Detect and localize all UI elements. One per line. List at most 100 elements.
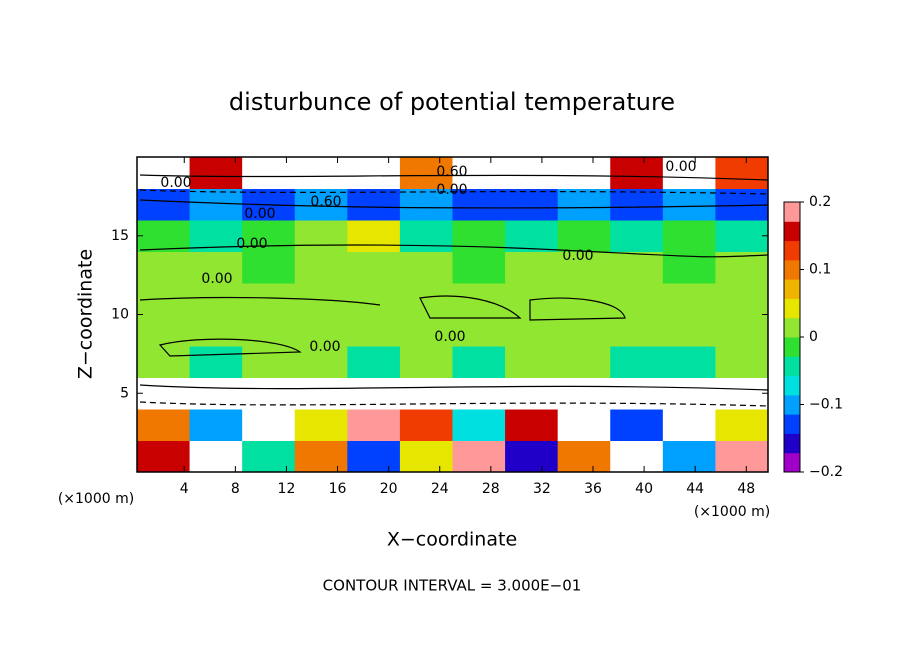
field-cell xyxy=(557,157,611,189)
field-cell xyxy=(715,220,769,252)
field-cell xyxy=(610,314,664,347)
colorbar-swatch xyxy=(784,221,800,242)
field-cell xyxy=(505,188,559,221)
field-cell xyxy=(294,314,348,347)
contour-label: 0.00 xyxy=(434,329,465,345)
field-cell xyxy=(399,409,453,441)
field-cell xyxy=(399,157,453,189)
field-cell xyxy=(347,251,401,284)
field-cell xyxy=(294,251,348,284)
colorbar-swatch xyxy=(784,337,800,357)
contour-label: 0.00 xyxy=(244,206,275,222)
x-tick-label: 48 xyxy=(737,481,755,497)
x-axis-label: X−coordinate xyxy=(387,529,517,551)
contour-label: 0.00 xyxy=(309,339,340,355)
x-tick-label: 44 xyxy=(686,481,704,497)
field-cell xyxy=(347,346,401,378)
field-cell xyxy=(505,251,559,284)
field-cell xyxy=(347,188,401,221)
field-cell xyxy=(399,440,453,473)
colorbar-swatch xyxy=(784,279,800,299)
colorbar-swatch xyxy=(784,452,800,473)
x-units-left: (×1000 m) xyxy=(58,491,134,507)
field-cell xyxy=(662,220,716,252)
colorbar-tick-label: 0.1 xyxy=(809,262,831,278)
field-cell xyxy=(715,157,769,189)
field-cell xyxy=(452,251,506,284)
field-cell xyxy=(242,409,296,441)
field-cell xyxy=(137,346,191,378)
field-cell xyxy=(399,251,453,284)
field-cell xyxy=(715,409,769,441)
field-cell xyxy=(662,409,716,441)
x-tick-label: 32 xyxy=(533,481,551,497)
field-cell xyxy=(505,157,559,189)
overlay: 0.60 0.00 0.00 0.00 0.60 0.00 0.00 0.00 0.00 0.00… xyxy=(139,159,769,407)
colorbar-tick-label: −0.2 xyxy=(809,464,843,480)
colorbar-tick-label: 0 xyxy=(809,329,818,345)
contour-line xyxy=(139,401,769,407)
field-cell xyxy=(610,283,664,315)
field-cell xyxy=(242,346,296,378)
field-cell xyxy=(242,251,296,284)
field-cell xyxy=(137,188,191,221)
y-tick-label: 5 xyxy=(120,385,129,401)
field-cell xyxy=(294,220,348,252)
contour-label: 0.60 xyxy=(436,164,467,180)
field-cell xyxy=(294,157,348,189)
colorbar-swatch xyxy=(784,433,800,454)
field-cell xyxy=(137,314,191,347)
field-cell xyxy=(662,377,716,410)
field-cell xyxy=(662,188,716,221)
field-cell xyxy=(662,283,716,315)
field-cell xyxy=(505,377,559,410)
field-cell xyxy=(242,377,296,410)
field-cell xyxy=(610,377,664,410)
colorbar-swatch xyxy=(784,356,800,377)
field-cell xyxy=(557,377,611,410)
field-cell xyxy=(557,314,611,347)
field-cell xyxy=(557,251,611,284)
field-cell xyxy=(189,409,243,441)
contour-label: 0.00 xyxy=(436,182,467,198)
field-cell xyxy=(557,188,611,221)
contour-line xyxy=(139,189,769,195)
field-cell xyxy=(137,409,191,441)
field-cell xyxy=(294,440,348,473)
field-cell xyxy=(610,251,664,284)
field-cell xyxy=(294,409,348,441)
field-cell xyxy=(189,346,243,378)
field-cell xyxy=(505,283,559,315)
field-cell xyxy=(715,314,769,347)
field-cell xyxy=(137,157,191,189)
field-cell xyxy=(715,377,769,410)
field-cell xyxy=(347,220,401,252)
field-cell xyxy=(557,346,611,378)
field-cell xyxy=(137,251,191,284)
field-cell xyxy=(242,314,296,347)
contour-line xyxy=(139,296,381,306)
colorbar-swatch xyxy=(784,240,800,261)
field-cell xyxy=(505,409,559,441)
field-cell xyxy=(452,377,506,410)
y-axis-label: Z−coordinate xyxy=(75,249,97,379)
field-cell xyxy=(610,157,664,189)
y-tick-label: 15 xyxy=(111,228,129,244)
field-cell xyxy=(347,440,401,473)
contour-line xyxy=(139,199,769,209)
field-cell xyxy=(347,409,401,441)
field-cell xyxy=(662,314,716,347)
field-cell xyxy=(610,346,664,378)
field-cell xyxy=(610,440,664,473)
contour-line xyxy=(139,244,769,258)
field-cell xyxy=(715,283,769,315)
field-cell xyxy=(137,377,191,410)
field-cell xyxy=(189,440,243,473)
contour-line xyxy=(419,295,522,319)
contour-label: 0.60 xyxy=(310,194,341,210)
field-cell xyxy=(137,440,191,473)
field-cell xyxy=(452,409,506,441)
field-cell xyxy=(399,220,453,252)
field-cell xyxy=(137,220,191,252)
